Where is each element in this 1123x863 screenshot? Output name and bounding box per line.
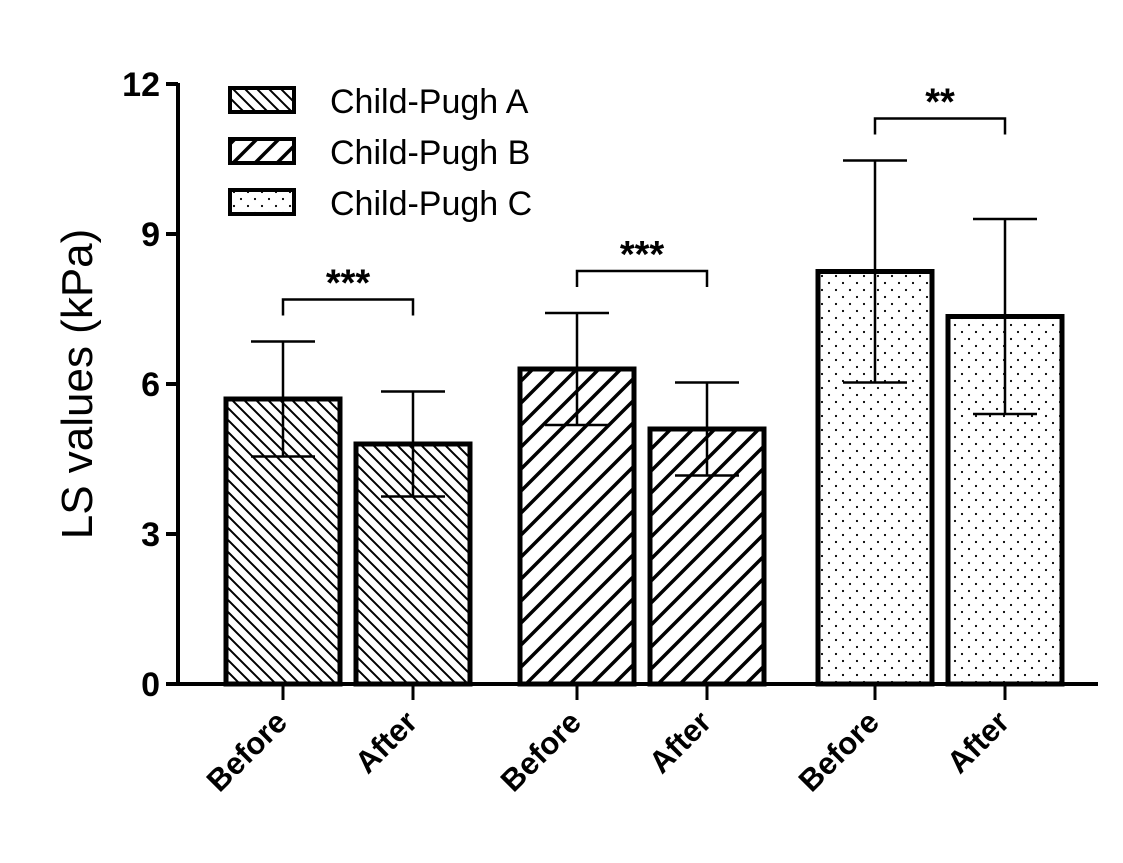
significance-bracket [575,269,709,287]
y-axis-label: LS values (kPa) [53,229,102,540]
legend-label: Child-Pugh A [330,83,529,121]
x-category-label: Before [494,704,588,798]
y-tick-label: 3 [141,516,160,554]
legend-swatch [228,86,296,114]
significance-label: ** [925,82,955,124]
significance-label: *** [326,263,371,305]
y-tick-label: 6 [141,366,160,404]
legend-swatch [228,137,296,165]
y-tick-label: 12 [122,66,160,104]
bar-child-pugh-b-after [647,426,767,687]
legend-swatch [228,188,296,216]
legend: Child-Pugh A Child-Pugh B Child-Pugh C [228,83,532,223]
significance-bracket [281,298,415,316]
x-category-label: After [940,704,1016,780]
y-tick-label: 0 [141,666,160,704]
legend-label: Child-Pugh C [330,185,532,223]
x-category-label: Before [792,704,886,798]
y-tick-label: 9 [141,216,160,254]
significance-label: *** [620,234,665,276]
legend-label: Child-Pugh B [330,134,530,172]
x-category-label: After [642,704,718,780]
significance-bracket [873,117,1007,135]
x-category-label: Before [200,704,294,798]
x-category-label: After [348,704,424,780]
